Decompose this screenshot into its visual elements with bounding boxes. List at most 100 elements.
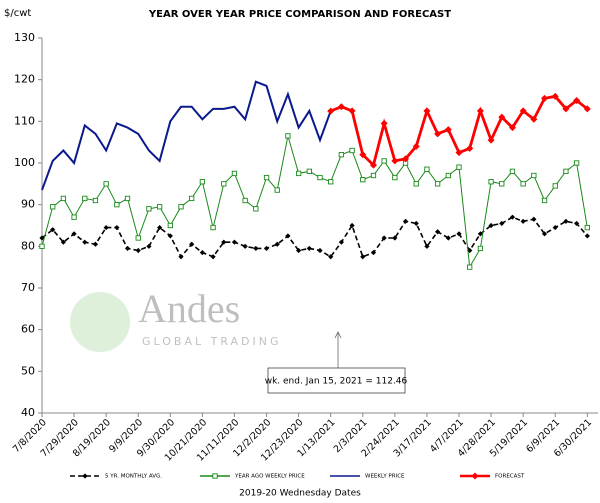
point-marker (584, 224, 590, 231)
point-marker (563, 218, 569, 224)
point-marker (210, 254, 216, 260)
point-marker (189, 241, 195, 247)
point-marker (327, 107, 335, 115)
point-marker (520, 218, 526, 224)
series (39, 133, 590, 270)
point-marker (82, 239, 88, 245)
point-marker (135, 247, 141, 254)
point-marker (156, 204, 163, 210)
point-marker (199, 249, 205, 256)
point-marker (584, 233, 590, 239)
point-marker (509, 168, 516, 174)
y-tick-label: 100 (14, 156, 35, 169)
y-tick-label: 90 (21, 198, 35, 211)
point-marker (359, 151, 367, 159)
point-marker (231, 239, 238, 245)
point-marker (274, 241, 280, 247)
point-marker (124, 195, 131, 202)
point-marker (124, 245, 131, 252)
point-marker (434, 181, 441, 187)
point-marker (392, 174, 398, 181)
point-marker (360, 254, 366, 260)
point-marker (508, 124, 516, 132)
point-marker (466, 144, 474, 152)
series (41, 80, 332, 191)
point-marker (221, 181, 227, 187)
point-marker (531, 172, 537, 179)
point-marker (82, 473, 88, 479)
point-marker (499, 220, 505, 227)
point-marker (435, 229, 441, 235)
point-marker (456, 231, 462, 237)
series (39, 214, 590, 260)
point-marker (562, 105, 570, 113)
point-marker (551, 92, 559, 100)
point-marker (178, 204, 184, 210)
point-marker (471, 472, 479, 480)
y-tick-label: 60 (21, 323, 35, 336)
point-marker (263, 245, 270, 252)
point-marker (71, 214, 77, 220)
point-marker (253, 206, 259, 212)
point-marker (39, 243, 45, 249)
point-marker (50, 204, 56, 210)
point-marker (71, 231, 77, 237)
point-marker (338, 239, 344, 245)
point-marker (498, 113, 506, 121)
legend-label: 5 YR. MONTHLY AVG. (105, 474, 162, 480)
watermark: Andes GLOBAL TRADING (70, 286, 282, 352)
point-marker (434, 130, 442, 138)
y-axis-label: $/cwt (4, 8, 31, 19)
point-marker (488, 179, 494, 185)
point-marker (445, 235, 451, 241)
watermark-subtext: GLOBAL TRADING (142, 335, 282, 348)
watermark-logo (70, 292, 130, 352)
point-marker (509, 214, 516, 220)
point-marker (520, 181, 526, 187)
point-marker (231, 170, 238, 177)
point-marker (242, 197, 248, 204)
legend-label: FORECAST (495, 474, 525, 480)
point-marker (285, 233, 291, 239)
point-marker (369, 161, 377, 169)
point-marker (531, 216, 537, 222)
y-tick-label: 50 (21, 364, 35, 377)
point-marker (167, 222, 173, 229)
point-marker (285, 133, 291, 139)
point-marker (253, 245, 259, 252)
point-marker (296, 247, 302, 254)
point-marker (360, 177, 366, 183)
point-marker (242, 243, 248, 249)
point-marker (337, 103, 345, 111)
point-marker (349, 222, 355, 229)
annotation-box (267, 367, 406, 394)
annotation-text: wk. end. Jan 15, 2021 = 112.46 (265, 377, 408, 387)
point-marker (552, 183, 558, 189)
point-marker (178, 254, 184, 260)
point-marker (39, 235, 45, 241)
point-marker (477, 231, 483, 237)
point-marker (212, 473, 218, 479)
point-marker (328, 179, 334, 185)
point-marker (423, 107, 431, 115)
point-marker (92, 197, 99, 204)
y-tick-label: 130 (14, 31, 35, 44)
point-marker (306, 168, 312, 174)
point-marker (413, 181, 419, 187)
point-marker (467, 264, 473, 270)
y-tick-label: 120 (14, 73, 35, 86)
point-marker (263, 174, 270, 181)
point-marker (114, 202, 120, 208)
point-marker (573, 160, 580, 166)
point-marker (391, 157, 399, 165)
point-marker (487, 136, 495, 144)
point-marker (392, 235, 398, 241)
watermark-text: Andes (138, 286, 240, 331)
point-marker (541, 197, 548, 204)
point-marker (412, 142, 420, 150)
point-marker (338, 152, 345, 158)
point-marker (103, 181, 109, 187)
point-marker (295, 170, 302, 177)
point-marker (488, 222, 494, 229)
